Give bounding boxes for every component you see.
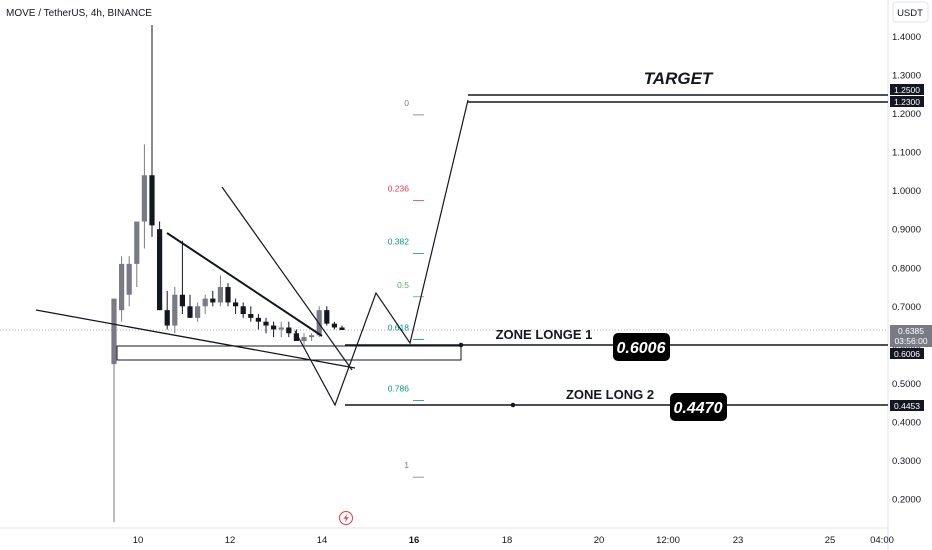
price-tick-label: 0.9000 [892,225,921,236]
candle-body [309,335,315,338]
candle-body [195,306,201,318]
candle-body [119,263,125,311]
time-tick-label: 20 [594,535,605,546]
fib-level-label: 0.5 [397,280,409,290]
projection-path[interactable] [294,99,469,407]
candle-body [331,323,337,328]
currency-button-label: USDT [897,8,923,19]
price-axis[interactable]: 1.4000 1.3000 1.2000 1.1000 1.0000 0.9000 0.80… [892,32,921,506]
candle-body [179,294,185,307]
price-tick-label: 1.3000 [892,71,921,82]
price-tick-label: 1.4000 [892,32,921,43]
price-tick-label: 0.8000 [892,263,921,274]
time-tick-label: 12 [225,535,236,546]
price-tick-label: 0.7000 [892,302,921,313]
candle-body [225,287,231,303]
zone-rectangle[interactable] [116,345,462,361]
candle-body [126,263,132,295]
candle-body [157,229,163,311]
time-tick-label: 10 [133,535,144,546]
lightning-icon[interactable] [339,511,353,525]
price-tag-target-high: 1.2500 [890,84,924,95]
fib-level-label: 0.618 [388,323,410,333]
candle-body [149,175,155,226]
price-tag-zone2: 0.4453 [890,400,924,411]
candle-body [278,327,284,330]
price-tick-label: 1.1000 [892,148,921,159]
time-tick-label: 12:00 [656,535,680,546]
price-tag-current: 0.6385 03:56:00 [890,325,932,347]
price-tick-label: 0.3000 [892,456,921,467]
candle-body [210,298,216,303]
candle-body [164,310,170,326]
time-tick-label: 25 [825,535,836,546]
price-tick-label: 0.2000 [892,495,921,506]
trend-line-support[interactable] [35,309,356,369]
candle-body [286,327,292,334]
price-tick-label: 1.2000 [892,109,921,120]
candle-body [187,306,193,318]
price-tag-target-low: 1.2300 [890,96,924,107]
time-tick-label: 04:00 [870,535,894,546]
symbol-label: MOVE / TetherUS, 4h, BINANCE [6,8,152,19]
time-tick-label: 14 [317,535,328,546]
price-tick-label: 1.0000 [892,186,921,197]
trend-line-steep[interactable] [221,186,353,371]
time-axis[interactable]: 10 12 14 16 18 20 12:00 23 25 04:00 [133,535,894,546]
price-tag-target-low-text: 1.2300 [894,97,920,107]
time-tick-label: 18 [502,535,513,546]
zone1-price-badge[interactable]: 0.6006 [613,333,670,361]
candle-body [134,221,140,264]
price-tick-label: 0.5000 [892,379,921,390]
time-tick-label: 16 [409,535,420,546]
candle-body [293,333,299,341]
zone2-price-text: 0.4470 [674,400,723,417]
zone1-label: ZONE LONGE 1 [496,327,593,342]
candle-body [271,325,277,330]
trend-line-resistance[interactable] [166,232,323,337]
candle-body [217,287,223,303]
time-tick-label: 23 [733,535,744,546]
candle-body [301,337,307,341]
price-tag-current-text: 0.6385 [898,326,924,336]
candle-body [172,294,178,326]
candle-body [324,310,330,324]
fib-level-label: 0.382 [388,237,410,247]
candle-body [248,314,254,318]
candle-body [240,306,246,314]
zone1-anchor[interactable] [458,342,464,348]
price-tick-label: 0.4000 [892,417,921,428]
fib-level-label: 0 [404,98,409,108]
zone2-price-badge[interactable]: 0.4470 [670,393,727,421]
price-tag-zone2-text: 0.4453 [894,401,920,411]
price-tag-zone1: 0.6006 [890,348,924,359]
candle-body [316,310,322,336]
candle-body [202,298,208,307]
fib-retracement[interactable]: 0 0.236 0.382 0.5 0.618 0.786 1 [388,98,424,478]
fib-level-label: 1 [404,460,409,470]
candle-body [111,298,117,365]
candle-body [141,175,147,222]
zone2-anchor[interactable] [510,402,516,408]
price-tag-countdown-text: 03:56:00 [894,336,927,346]
fib-level-label: 0.786 [388,383,410,393]
fib-level-label: 0.236 [388,183,410,193]
target-label: TARGET [644,69,714,88]
zone1-price-text: 0.6006 [617,340,666,357]
candle-body [255,317,261,322]
zone2-label: ZONE LONG 2 [566,387,654,402]
price-tag-target-high-text: 1.2500 [894,85,920,95]
candle-body [233,302,239,307]
currency-button[interactable]: USDT [892,1,929,23]
candles [111,24,345,523]
candle-body [263,321,269,326]
price-tag-zone1-text: 0.6006 [894,349,920,359]
candle-body [339,327,345,330]
